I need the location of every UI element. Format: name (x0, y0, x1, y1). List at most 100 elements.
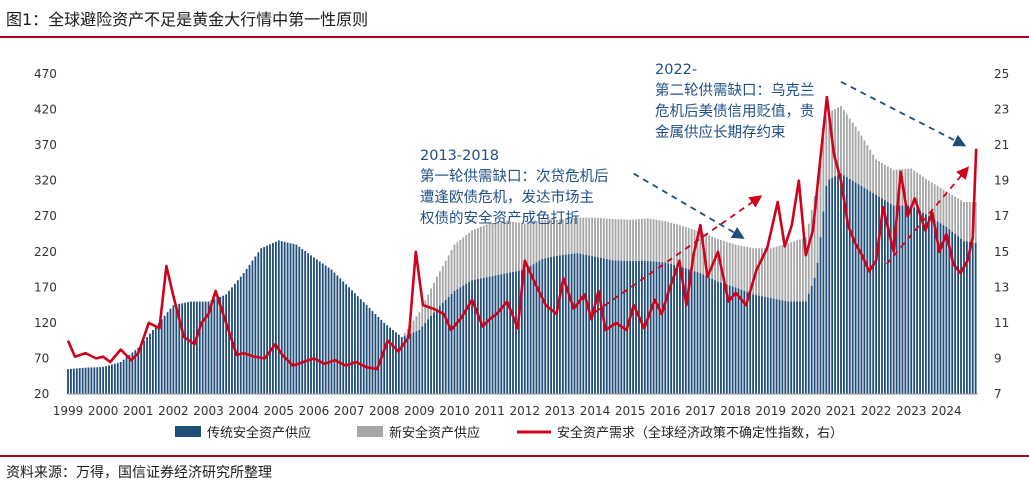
left-tick-label: 220 (34, 245, 57, 259)
new-supply-bar (529, 222, 532, 266)
right-tick-label: 21 (994, 138, 1009, 152)
traditional-supply-bar (910, 205, 913, 394)
traditional-supply-bar (916, 209, 919, 394)
new-supply-bar (892, 170, 895, 206)
new-supply-bar (848, 118, 851, 179)
new-supply-bar (822, 138, 825, 212)
new-supply-bar (602, 218, 605, 259)
traditional-supply-bar (529, 266, 532, 394)
new-supply-bar (793, 241, 796, 302)
traditional-supply-bar (605, 259, 608, 394)
traditional-supply-bar (758, 295, 760, 394)
traditional-supply-bar (494, 275, 497, 394)
title-divider (0, 36, 1029, 38)
new-supply-bar (406, 328, 409, 335)
traditional-supply-bar (152, 330, 154, 394)
new-supply-bar (763, 248, 766, 297)
x-tick-label: 2011 (474, 404, 505, 418)
traditional-supply-bar (421, 326, 424, 394)
new-supply-bar (910, 168, 913, 206)
traditional-supply-bar (383, 322, 386, 394)
new-supply-bar (728, 242, 731, 286)
right-tick-label: 13 (994, 280, 1009, 294)
new-supply-bar (819, 158, 822, 238)
new-supply-bar (591, 217, 594, 257)
new-supply-bar (810, 209, 813, 286)
traditional-supply-bar (307, 253, 309, 394)
traditional-supply-bar (939, 223, 942, 394)
traditional-supply-bar (239, 276, 242, 394)
new-supply-bar (904, 169, 907, 206)
traditional-supply-bar (796, 301, 798, 394)
traditional-supply-bar (500, 274, 503, 394)
traditional-supply-bar (831, 178, 834, 394)
traditional-supply-bar (90, 367, 93, 394)
traditional-supply-bar (907, 205, 910, 394)
traditional-supply-bars (67, 173, 977, 394)
new-supply-bar (436, 276, 438, 309)
new-supply-bar (485, 224, 488, 278)
traditional-supply-bar (927, 216, 930, 394)
traditional-supply-bar (222, 295, 225, 394)
traditional-supply-bar (810, 285, 813, 394)
new-supply-bar (570, 218, 573, 254)
traditional-supply-bar (137, 347, 140, 394)
traditional-supply-bar (304, 251, 307, 394)
left-tick-label: 70 (34, 351, 49, 365)
new-supply-bar (740, 245, 743, 290)
traditional-supply-bar (269, 244, 271, 394)
new-supply-bar (863, 140, 866, 188)
new-supply-bar (491, 222, 494, 277)
traditional-supply-bar (968, 242, 971, 394)
traditional-supply-bar (318, 261, 321, 394)
new-supply-bar (919, 174, 921, 211)
new-supply-bar (655, 219, 658, 262)
new-supply-bar (640, 218, 643, 262)
traditional-supply-bar (99, 367, 102, 394)
new-supply-bar (561, 219, 564, 255)
traditional-supply-bar (122, 359, 125, 394)
new-supply-bar (594, 217, 596, 257)
traditional-supply-bar (172, 305, 175, 394)
traditional-supply-bar (661, 262, 664, 394)
traditional-supply-bar (397, 334, 400, 394)
left-axis-ticks: 20 70 120 170 220 270 320 370 420 470 (34, 67, 57, 401)
annotation-first-gap: 2013-2018 第一轮供需缺口：次贷危机后遭逢欧债危机，发达市场主权债的安全资… (420, 148, 609, 227)
traditional-supply-bar (503, 273, 506, 394)
new-supply-bar (758, 248, 760, 296)
traditional-supply-bar (667, 263, 670, 394)
traditional-supply-bar (781, 300, 784, 394)
x-tick-label: 2012 (509, 404, 540, 418)
traditional-supply-bar (395, 332, 397, 394)
traditional-supply-bar (175, 304, 178, 394)
traditional-supply-bar (638, 261, 640, 394)
traditional-supply-bar (722, 283, 725, 394)
traditional-supply-bar (84, 367, 87, 394)
right-tick-label: 19 (994, 174, 1009, 188)
traditional-supply-bar (737, 288, 740, 394)
annotation-line: 遭逢欧债危机，发达市场主 (420, 189, 594, 206)
x-tick-label: 2016 (650, 404, 681, 418)
new-supply-bar (450, 250, 453, 294)
new-supply-bar (734, 244, 737, 288)
new-supply-bar (614, 219, 617, 261)
traditional-supply-bar (371, 311, 374, 394)
traditional-supply-bar (242, 273, 245, 394)
left-tick-label: 370 (34, 138, 57, 152)
traditional-supply-bar (169, 308, 172, 394)
traditional-supply-bar (479, 278, 482, 394)
traditional-supply-bar (547, 257, 550, 394)
x-tick-label: 2005 (264, 404, 295, 418)
traditional-supply-bar (321, 263, 324, 394)
traditional-supply-bar (933, 219, 936, 394)
new-supply-bar (834, 108, 837, 177)
traditional-supply-bar (403, 335, 406, 394)
traditional-supply-bar (681, 267, 684, 394)
right-tick-label: 25 (994, 67, 1009, 81)
new-supply-bar (605, 218, 608, 260)
traditional-supply-bar (497, 274, 500, 394)
traditional-supply-bar (67, 369, 69, 394)
new-supply-bar (497, 222, 500, 275)
new-supply-bar (781, 244, 784, 301)
traditional-supply-bar (878, 196, 880, 394)
